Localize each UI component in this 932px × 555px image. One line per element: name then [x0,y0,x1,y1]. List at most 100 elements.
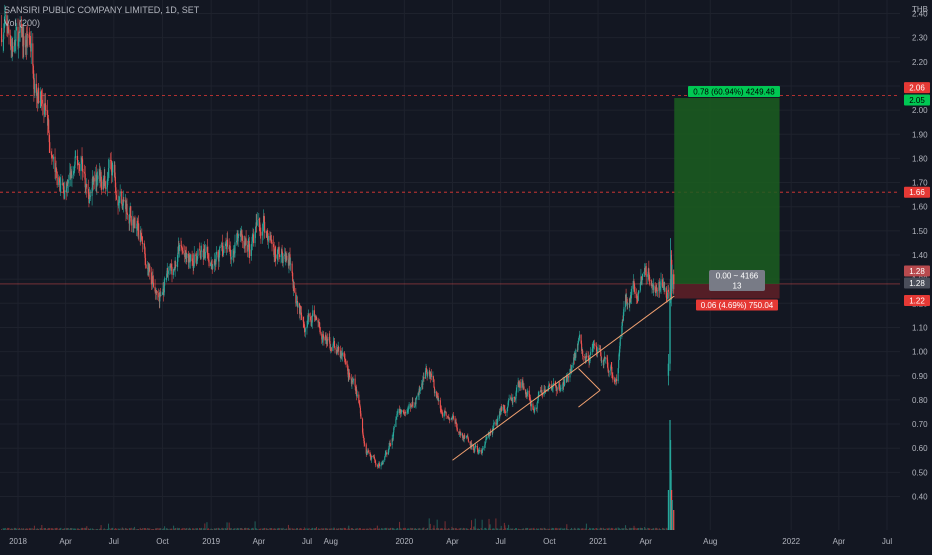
candle-body [76,156,78,161]
candle-body [651,285,653,287]
volume-bar [113,529,115,530]
candle-body [74,156,76,165]
volume-bar [463,527,465,530]
candle-body [482,448,484,450]
volume-bar [292,529,294,530]
volume-bar [528,528,530,530]
volume-bar [139,527,141,530]
y-tick-label: 0.80 [912,396,928,405]
volume-bar [673,510,675,530]
volume-bar [371,528,373,530]
volume-bar [221,528,223,530]
volume-bar [666,529,668,530]
volume-bar [347,529,349,530]
volume-bar [355,528,357,530]
volume-bar [49,528,51,530]
volume-bar [136,529,138,530]
volume-bar [227,527,229,530]
volume-bar [644,526,646,530]
tag-target-bg [904,94,930,106]
candle-body [400,412,402,415]
volume-bar [88,529,90,530]
volume-bar [284,529,286,530]
volume-bar [540,529,542,530]
volume-bar [291,528,293,530]
volume-bar [369,528,371,530]
candle-body [117,199,119,206]
volume-bar [122,529,124,530]
candle-body [122,205,124,209]
volume-bar [418,528,420,530]
volume-bar [475,528,477,530]
volume-bar [410,528,412,530]
candle-body [488,435,491,437]
volume-bar [376,525,378,530]
volume-bar [76,528,78,530]
x-tick-label: Aug [324,537,338,546]
volume-bar [488,518,490,530]
volume-bar [595,528,597,530]
volume-bar [354,528,356,530]
volume-bar [243,529,245,530]
candle-body [371,456,373,458]
candle-body [336,350,338,354]
volume-bar [589,527,591,530]
candle-body [217,251,219,258]
volume-bar [633,525,635,530]
candle-body [547,390,549,392]
volume-bar [552,528,554,530]
volume-bar [181,528,183,530]
candle-body [390,444,392,446]
volume-bar [512,528,514,530]
volume-bar [92,528,94,530]
volume-bar [307,529,309,530]
volume-bar [170,529,172,530]
volume-bar [133,528,135,530]
volume-bar [365,528,367,530]
candle-body [577,341,580,344]
candle-body [377,464,379,468]
volume-bar [651,529,653,530]
volume-bar [345,529,347,530]
volume-bar [73,528,75,530]
candle-body [182,251,184,254]
volume-bar [48,528,50,530]
candle-body [402,410,404,412]
candle-body [482,448,484,449]
volume-bar [507,528,509,530]
candle-body [145,264,147,268]
y-tick-label: 0.40 [912,493,928,502]
candle-body [454,418,456,424]
candle-body [51,156,53,158]
volume-bar [627,529,629,530]
candle-body [422,379,424,386]
candle-body [51,154,53,157]
candle-body [503,406,505,410]
candle-body [622,312,624,321]
volume-bar [95,528,97,530]
volume-bar [639,527,641,530]
volume-bar [30,529,32,530]
candle-body [290,263,292,265]
volume-bar [478,529,480,530]
volume-bar [381,528,383,530]
volume-bar [258,529,260,530]
candle-body [667,363,670,376]
candle-body [292,272,294,281]
candle-body [303,323,305,329]
volume-bar [513,529,515,530]
volume-bar [86,526,88,530]
volume-bar [345,528,347,530]
volume-bar [191,529,193,530]
volume-bar [84,528,86,530]
volume-bar [566,528,568,530]
volume-bar [328,528,330,530]
candle-body [143,243,146,248]
candle-body [7,27,9,34]
volume-bar [455,528,457,530]
candle-body [601,360,603,362]
candle-body [286,255,288,260]
volume-bar [421,528,423,530]
